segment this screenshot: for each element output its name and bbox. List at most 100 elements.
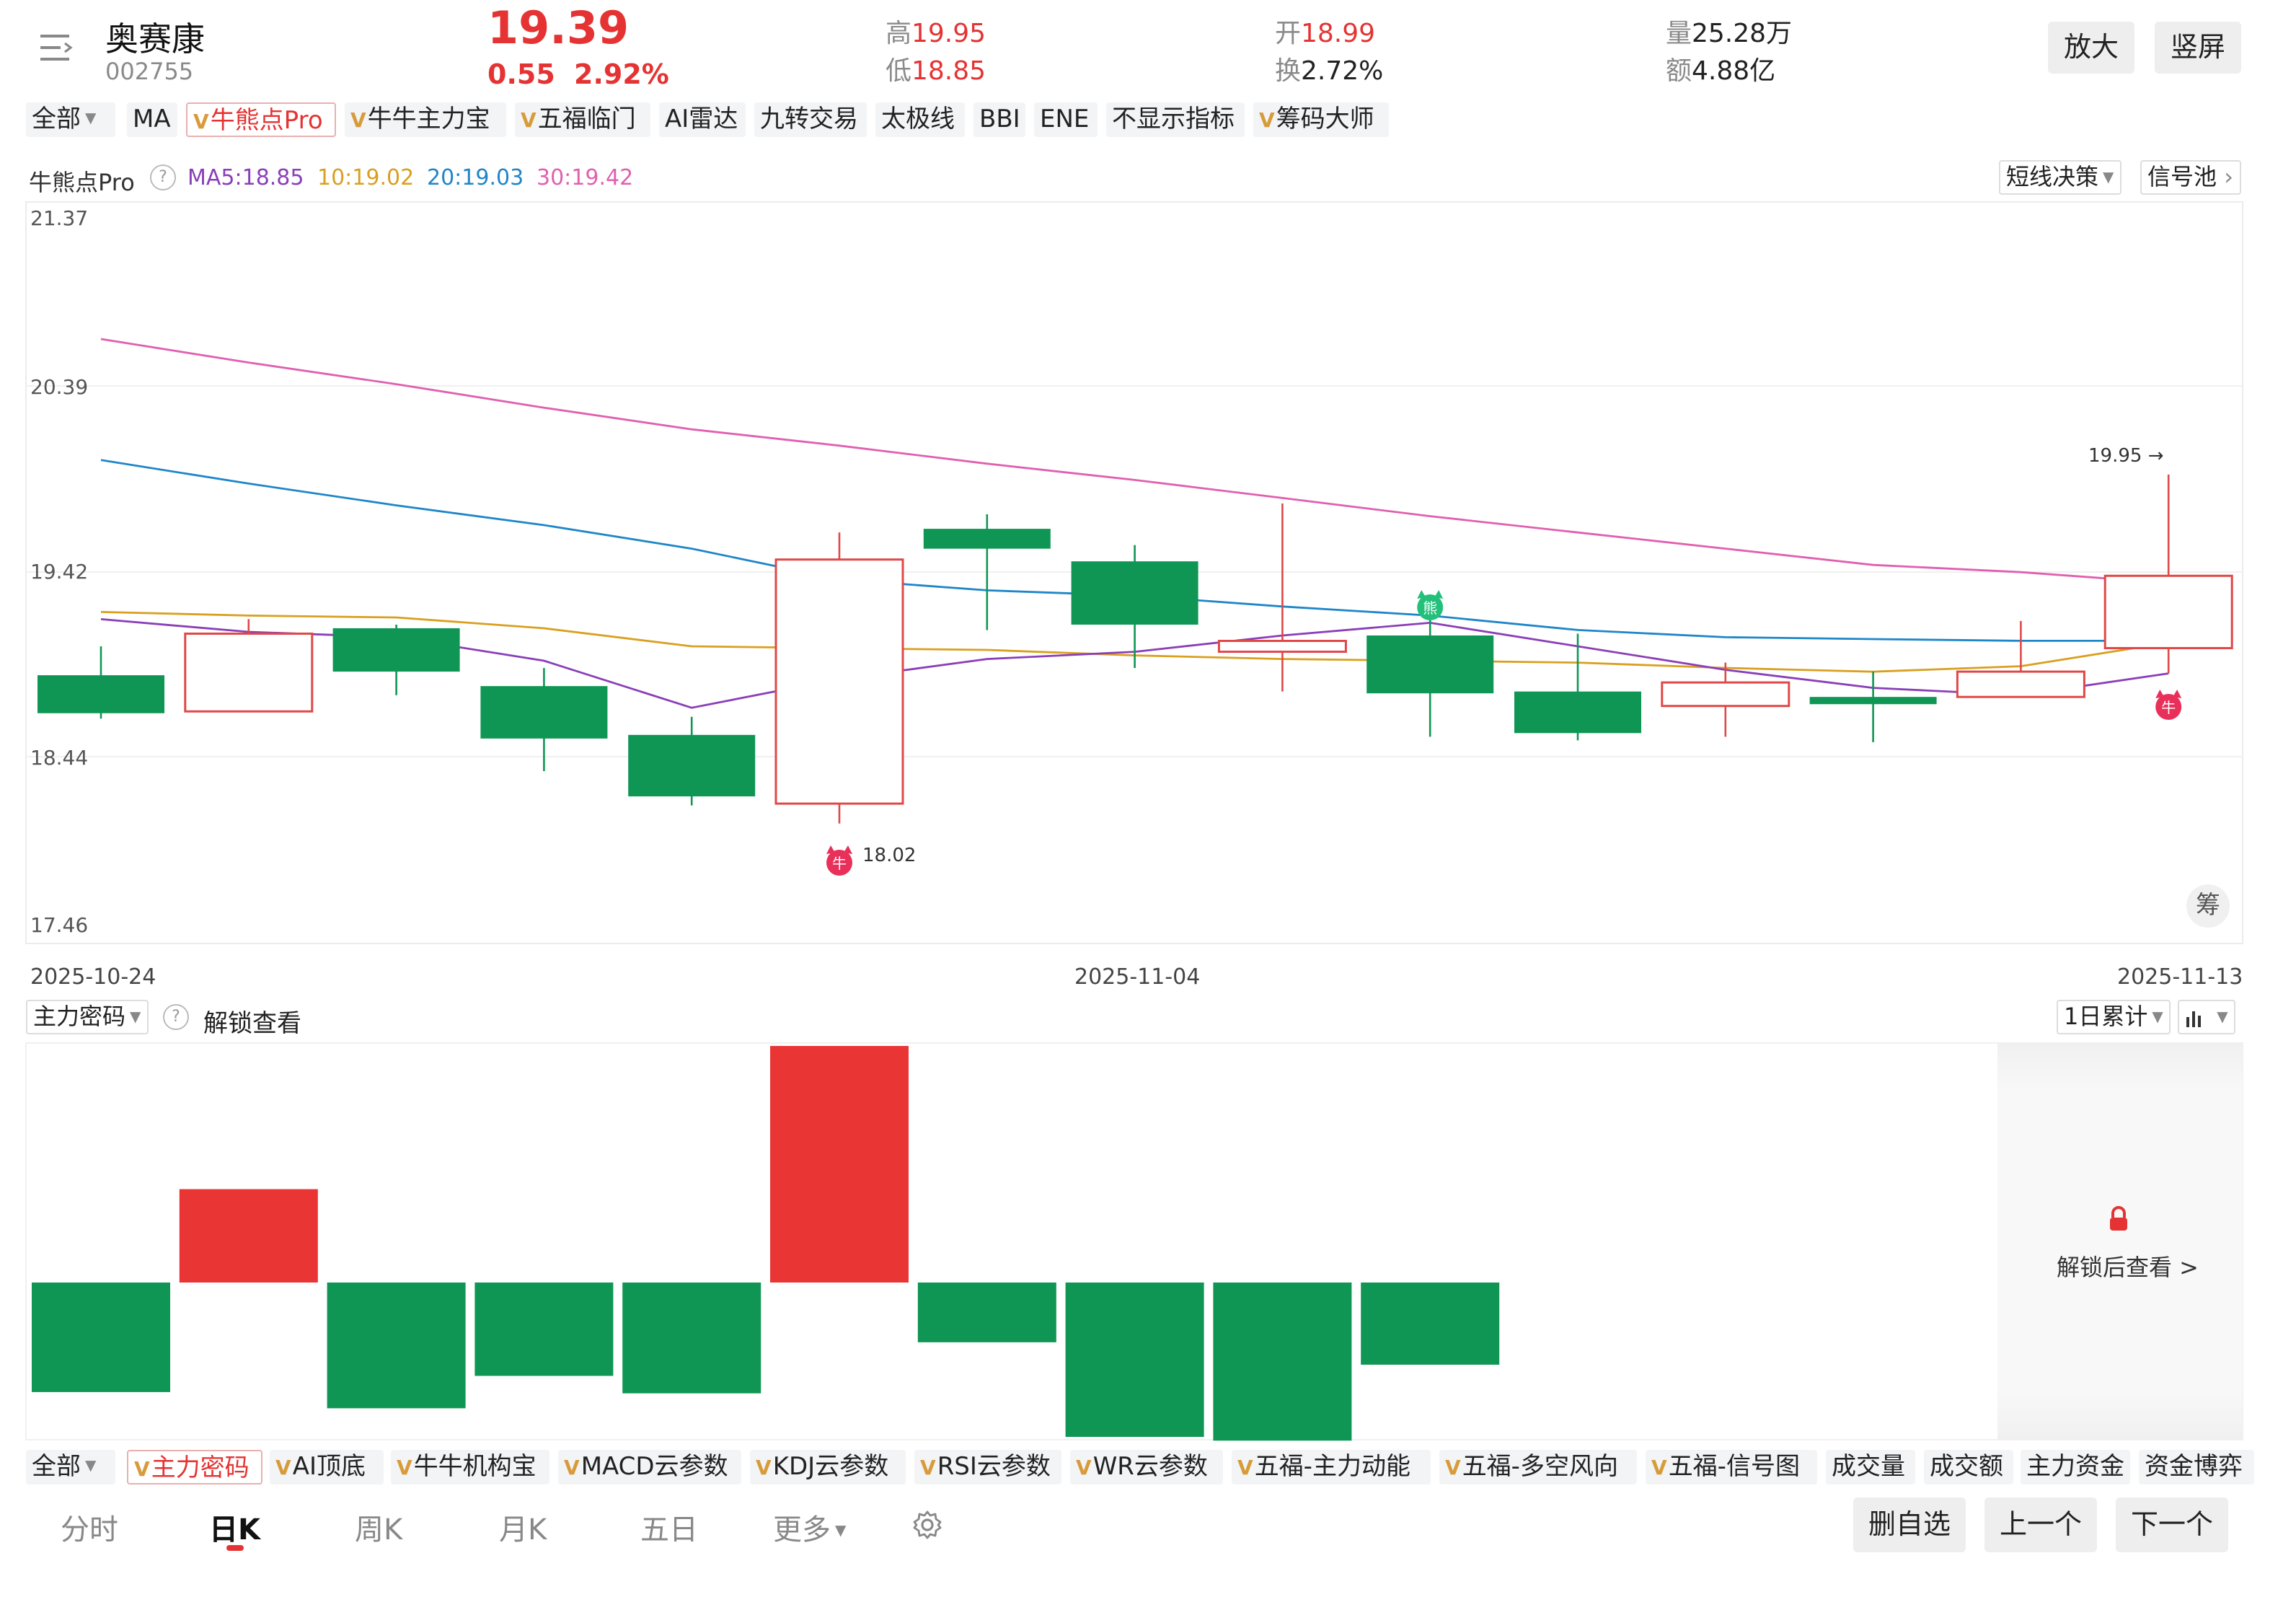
tab-minute[interactable]: 分时 [61,1512,118,1547]
next-stock-button[interactable]: 下一个 [2116,1497,2228,1552]
ma30-line [100,338,2169,584]
bottom-indicator-tab[interactable]: V KDJ云参数 [750,1450,906,1484]
candle-body [1071,561,1198,625]
menu-icon[interactable] [37,32,75,63]
candle-body [332,628,460,672]
bottom-indicator-tab[interactable]: 成交量 [1826,1450,1915,1484]
bottom-indicator-tab[interactable]: 主力资金 [2021,1450,2130,1484]
indicator-tab[interactable]: V 五福临门 [515,102,650,137]
bottom-indicator-tab[interactable]: V 五福-信号图 [1646,1450,1817,1484]
badge-glyph: 牛 [832,855,847,872]
tab-more[interactable]: 更多 ▼ [773,1506,846,1548]
strategy-label: 短线决策 [2006,163,2099,190]
caret-down-icon: ▼ [2217,1009,2228,1025]
badge-horns [1417,590,1444,599]
bottom-indicator-tab[interactable]: V RSI云参数 [914,1450,1061,1484]
bottom-indicator-tab[interactable]: V 五福-主力动能 [1232,1450,1431,1484]
strategy-dropdown[interactable]: 短线决策 ▼ [1999,160,2121,195]
chip-button[interactable]: 筹 [2186,884,2230,928]
candle-body [37,675,164,713]
candle-body [2103,574,2233,650]
indicator-tab[interactable]: MA [127,102,177,137]
badge-horns [826,845,852,854]
bottom-indicator-tab-label: 资金博弈 [2145,1453,2243,1482]
zoom-button[interactable]: 放大 [2048,22,2134,74]
y-tick-label: 19.42 [30,560,88,584]
candle-body [628,734,756,797]
candle-body [1514,691,1641,734]
bottom-indicator-all-dropdown[interactable]: 全部 ▼ [26,1450,115,1484]
help-icon[interactable]: ? [150,164,176,190]
candle [774,532,904,824]
tab-month-k[interactable]: 月K [499,1512,547,1547]
caret-down-icon: ▼ [835,1523,847,1539]
ma30-label: 30:19.42 [537,164,634,190]
volume-value: 25.28万 [1692,19,1793,49]
tab-five-day[interactable]: 五日 [640,1512,698,1547]
bottom-indicator-tab[interactable]: 资金博弈 [2139,1450,2254,1484]
indicator-tab[interactable]: 九转交易 [754,102,867,137]
vip-icon: V [134,1459,150,1482]
tab-week-k[interactable]: 周K [355,1512,403,1547]
ma10-label: 10:19.02 [317,164,415,190]
portrait-button[interactable]: 竖屏 [2155,22,2241,74]
indicator-tab[interactable]: V 牛熊点Pro [186,102,336,137]
vip-icon: V [350,110,366,133]
current-price: 19.39 [487,3,630,55]
bull-signal-icon: 牛 [2155,690,2182,720]
vip-icon: V [1445,1457,1461,1480]
vip-icon: V [564,1457,580,1480]
prev-stock-button[interactable]: 上一个 [1984,1497,2097,1552]
vip-icon: V [920,1457,936,1480]
bear-signal-icon: 熊 [1417,590,1444,620]
caret-down-icon: ▼ [2152,1009,2163,1025]
help-glyph: ? [172,1007,180,1026]
accumulate-dropdown[interactable]: 1日累计 ▼ [2057,1000,2171,1034]
unlock-after-link[interactable]: 解锁后查看 > [2057,1254,2199,1281]
bottom-indicator-tab-label: 成交额 [1930,1453,2003,1482]
badge-glyph: 牛 [2161,699,2176,716]
candle [628,716,756,806]
tab-day-k[interactable]: 日K [209,1512,260,1547]
candle [1956,620,2085,698]
y-tick-label: 18.44 [30,746,88,770]
unlock-link[interactable]: 解锁查看 [203,1010,301,1039]
ma5-label: MA5:18.85 [187,164,304,190]
indicator-tab[interactable]: ENE [1034,102,1098,137]
turnover-value: 2.72% [1301,56,1384,87]
bottom-indicator-tab[interactable]: V MACD云参数 [558,1450,741,1484]
bottom-indicator-tab[interactable]: V 牛牛机构宝 [391,1450,549,1484]
amount-value: 4.88亿 [1692,56,1776,87]
bottom-indicator-tab-label: AI顶底 [292,1453,366,1482]
bottom-indicator-tab[interactable]: V WR云参数 [1070,1450,1223,1484]
low-value: 18.85 [911,56,986,87]
volume-stat: 量25.28万 [1666,13,1792,50]
indicator-tab[interactable]: 不显示指标 [1106,102,1245,137]
candle-body [774,558,904,805]
indicator-tab[interactable]: V 牛牛主力宝 [345,102,506,137]
vip-icon: V [397,1457,412,1480]
remove-watchlist-button[interactable]: 删自选 [1853,1497,1966,1552]
high-label: 高 [886,19,911,49]
bottom-indicator-tab[interactable]: 成交额 [1924,1450,2013,1484]
indicator-tab[interactable]: BBI [973,102,1025,137]
candle-body [1661,681,1791,708]
indicator-tab-label: 牛熊点Pro [210,107,323,136]
settings-gear-icon[interactable] [911,1509,943,1541]
indicator-tab[interactable]: V 筹码大师 [1253,102,1389,137]
signal-pool-button[interactable]: 信号池 › [2140,160,2240,195]
bottom-indicator-tab[interactable]: V AI顶底 [270,1450,384,1484]
indicator-tab-label: 牛牛主力宝 [367,105,490,134]
indicator-tab[interactable]: 太极线 [875,102,965,137]
bottom-indicator-tab-label: 五福-信号图 [1668,1453,1800,1482]
sub-indicator-dropdown[interactable]: 主力密码 ▼ [26,1000,149,1034]
chart-type-dropdown[interactable]: ▼ [2178,1000,2235,1034]
help-icon[interactable]: ? [163,1004,189,1030]
stock-code: 002755 [105,58,194,85]
bottom-indicator-tab[interactable]: V 五福-多空风向 [1439,1450,1637,1484]
indicator-all-dropdown[interactable]: 全部 ▼ [26,102,115,137]
bottom-indicator-tab[interactable]: V 主力密码 [127,1450,262,1484]
candle [332,624,460,695]
candlestick-chart[interactable]: 21.37 20.39 19.42 18.44 17.46 19.95 → 18.… [0,195,2296,974]
indicator-tab[interactable]: AI雷达 [659,102,746,137]
